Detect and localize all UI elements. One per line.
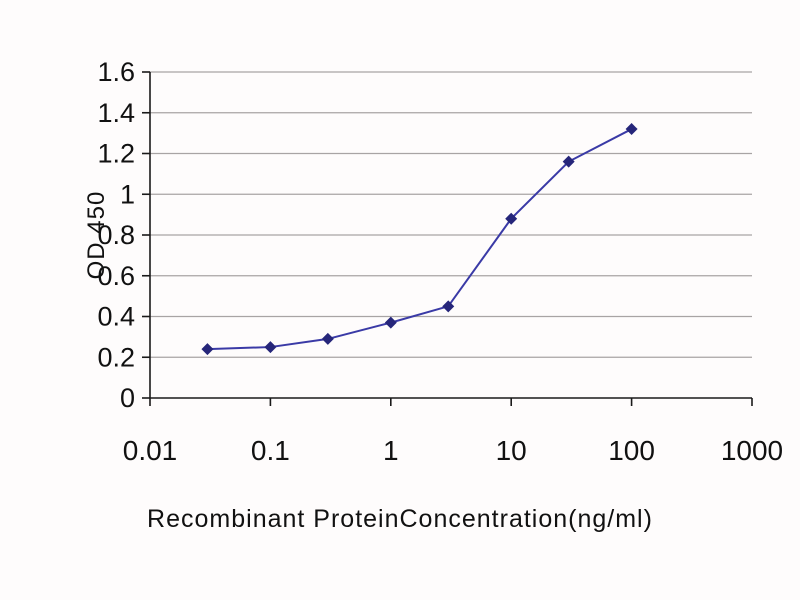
y-tick-label: 1 <box>120 179 135 209</box>
data-point-marker <box>505 212 518 225</box>
data-point-marker <box>384 316 397 329</box>
data-point-marker <box>321 332 334 345</box>
x-tick-label: 10 <box>496 435 527 466</box>
data-point-marker <box>562 155 575 168</box>
y-tick-label: 1.4 <box>97 98 135 128</box>
series-line <box>207 128 633 351</box>
y-tick-label: 0.2 <box>97 342 135 372</box>
y-tick-label: 0.4 <box>97 302 135 332</box>
x-tick-label: 0.1 <box>251 435 290 466</box>
y-tick-label: 1.2 <box>97 139 135 169</box>
data-point-marker <box>442 300 455 313</box>
x-tick-label: 1 <box>383 435 399 466</box>
data-point-marker <box>625 123 638 136</box>
x-tick-label: 1000 <box>721 435 783 466</box>
data-point-marker <box>264 341 277 354</box>
x-tick-label: 100 <box>608 435 655 466</box>
data-point-marker <box>201 343 214 356</box>
x-tick-label: 0.01 <box>123 435 178 466</box>
y-tick-label: 0.6 <box>97 261 135 291</box>
y-tick-label: 0 <box>120 383 135 413</box>
x-axis-title: Recombinant ProteinConcentration(ng/ml) <box>147 505 653 533</box>
y-tick-label: 1.6 <box>97 57 135 87</box>
y-axis-title: OD 450 <box>83 191 110 280</box>
y-tick-label: 0.8 <box>97 220 135 250</box>
